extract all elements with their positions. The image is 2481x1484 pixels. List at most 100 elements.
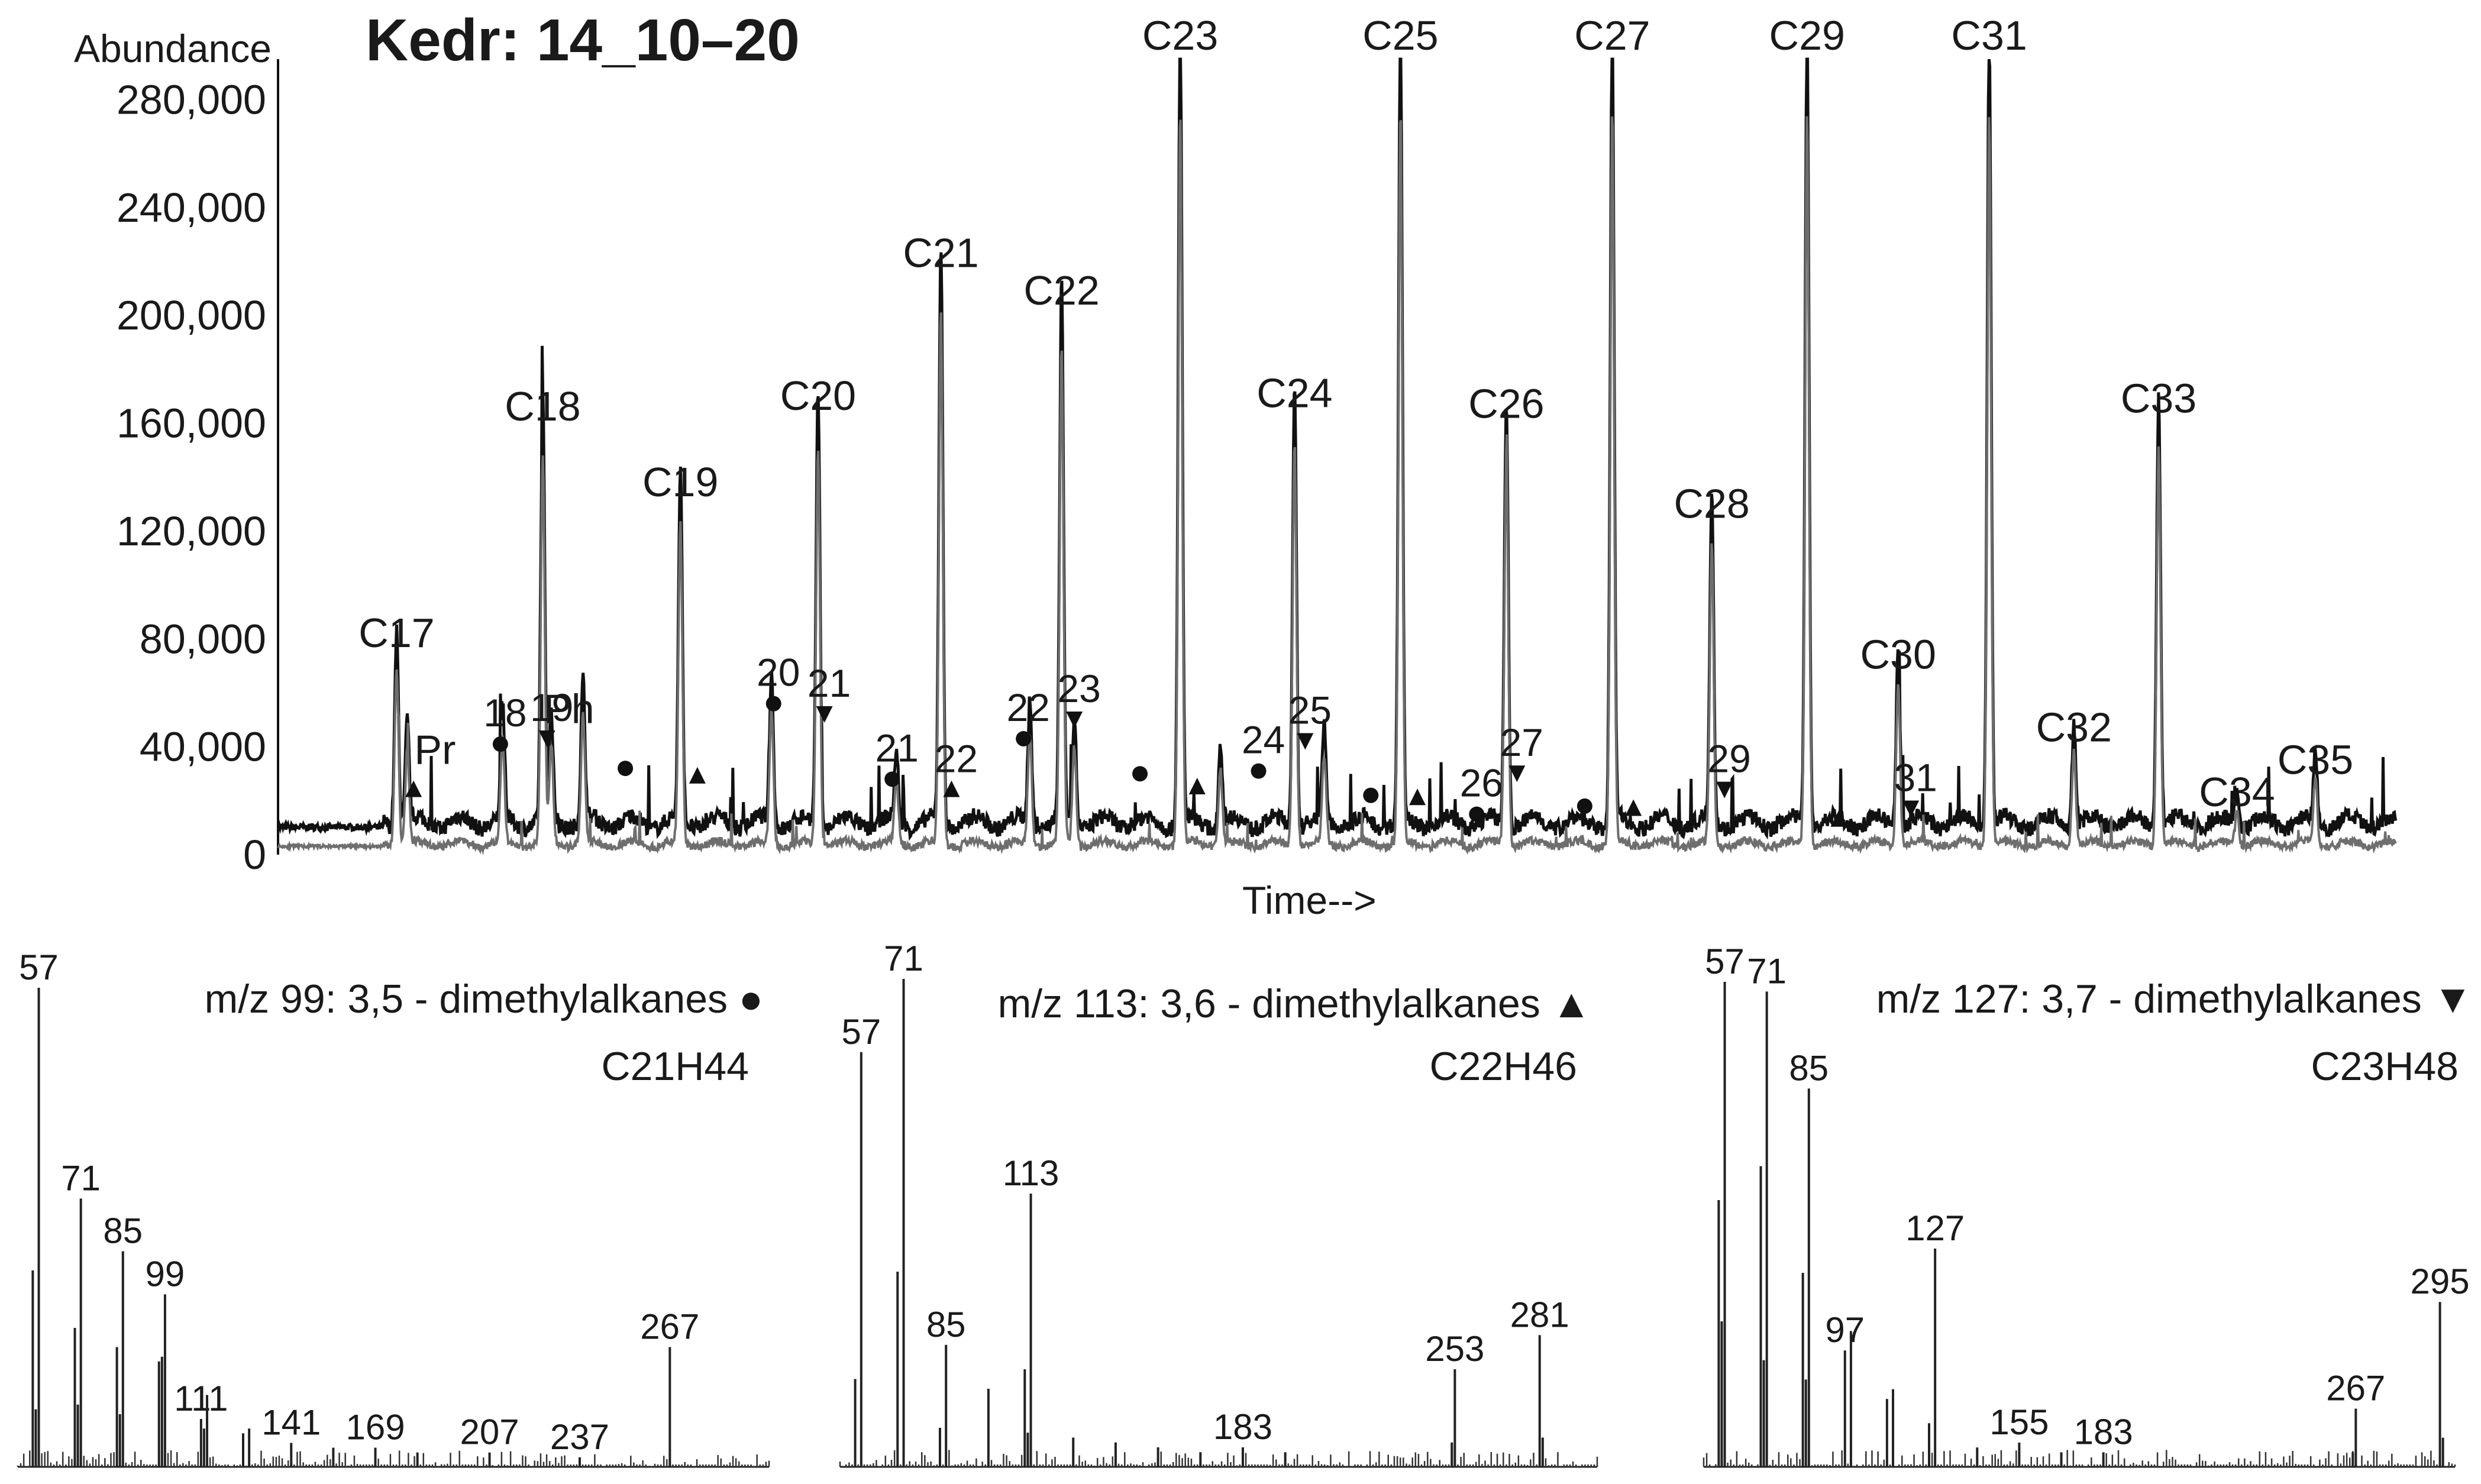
spectrum-peak-label: 253 [1425,1329,1484,1369]
marker-triangle-down [1902,800,1920,817]
peak-labels: C17 C18 C19 C20 C21 C22 C23 C24 C25 C26 C27 C28 C29 C… [358,12,2353,815]
mass-spectrum-mz99: m/z 99: 3,5 - dimethylalkanes ● C21H44 57 7… [17,948,770,1468]
peak-marker [1132,766,1148,782]
spectrum-peak-label: 295 [2411,1262,2470,1301]
peak-marker: 21 [807,661,851,723]
marker-label: 31 [1894,755,1937,799]
marker-triangle-down [1066,712,1083,729]
peak-label: C24 [1256,370,1332,416]
peak-label: Ph [544,686,595,732]
spectrum-formula: C21H44 [602,1044,750,1089]
spectrum-peak-label: 183 [2074,1412,2133,1451]
marker-label: 25 [1288,688,1332,732]
spectrum-peak-label: 71 [884,939,923,978]
marker-circle [1469,806,1485,822]
peak-marker: 22 [935,737,978,797]
spectrum-peak-label: 183 [1213,1407,1272,1447]
marker-label: 24 [1242,718,1285,762]
spectrum-title: m/z 99: 3,5 - dimethylalkanes ● [205,977,763,1021]
peak-marker [1363,787,1379,803]
peak-marker: 21 [875,726,919,787]
spectrum-peak-label: 155 [1989,1402,2049,1442]
trace-mz [277,116,2397,855]
marker-triangle-up [943,780,960,797]
peak-marker: 27 [1500,720,1543,783]
spectrum-peak-label: 141 [261,1403,321,1443]
spectrum-peak-label: 57 [841,1012,881,1052]
peak-marker [1188,778,1206,795]
y-tick-label: 0 [243,832,266,878]
peak-label: C17 [358,610,434,656]
peak-label: C22 [1023,267,1099,313]
spectrum-peak-label: 57 [1705,942,1745,981]
marker-label: 21 [807,661,851,705]
spectrum-peak-label: 71 [1747,951,1787,991]
marker-circle [618,761,634,777]
marker-label: 26 [1460,761,1503,805]
peak-label: C18 [505,383,580,429]
peak-marker [618,761,634,777]
peak-label: C32 [2036,704,2112,751]
spectrum-peak-label: 281 [1510,1295,1569,1334]
marker-triangle-up [1625,799,1642,816]
marker-label: 20 [757,651,800,694]
marker-triangle-up [1830,810,1847,827]
peak-marker: 20 [757,651,800,712]
spectrum-peak-label: 207 [460,1412,519,1452]
spectrum-peak-label: 127 [1905,1208,1965,1248]
peak-marker: 18 [483,691,527,752]
spectrum-peak-label: 267 [640,1307,699,1347]
peak-label: C20 [780,373,856,419]
marker-circle [1016,730,1032,746]
spectrum-formula: C22H46 [1430,1044,1578,1089]
peak-marker [1625,799,1642,816]
peak-label: C29 [1769,12,1845,59]
peak-marker [1830,810,1847,827]
chart-title: Kedr: 14_10–20 [366,7,800,73]
marker-triangle-down [1297,733,1314,750]
x-axis-label: Time--> [1242,878,1377,922]
marker-label: 23 [1057,667,1100,710]
marker-triangle-up [1188,778,1206,795]
y-axis: 0 40,000 80,000 120,000 160,000 200,000 240,00… [117,59,279,878]
marker-label: 27 [1500,720,1543,764]
marker-circle [492,736,508,752]
peak-label: C21 [903,229,978,276]
peak-marker: 19 [530,686,573,747]
spectrum-peak-label: 71 [61,1158,101,1198]
peak-label: C33 [2121,376,2196,422]
spectrum-title: m/z 113: 3,6 - dimethylalkanes ▲ [998,981,1591,1026]
mass-spectrum-mz127: m/z 127: 3,7 - dimethylalkanes ▼ C23H48 57… [1703,942,2473,1468]
spectrum-peak-label: 57 [19,948,59,987]
marker-label: 21 [875,726,918,770]
y-tick-label: 160,000 [117,400,266,447]
peak-label: Pr [414,727,456,773]
marker-circle [1132,766,1148,782]
trace-tic [276,57,2398,841]
peak-marker: 31 [1894,755,1937,817]
mass-spectrum-mz113: m/z 113: 3,6 - dimethylalkanes ▲ C22H46 71… [839,939,1598,1468]
peak-marker: 23 [1057,667,1101,729]
spectrum-peak-label: 85 [1789,1048,1829,1088]
marker-label: 29 [1707,737,1750,781]
peak-label: C19 [642,459,718,505]
marker-triangle-up [1409,788,1426,806]
marker-label: 22 [1006,686,1049,729]
marker-label: 22 [935,737,978,781]
marker-triangle-down [538,730,555,747]
spectrum-peak-label: 169 [345,1408,405,1447]
marker-circle [1577,798,1592,814]
peak-marker: 24 [1242,718,1285,779]
y-tick-label: 200,000 [117,292,266,338]
y-tick-label: 40,000 [140,724,266,770]
spectrum-peak-label: 85 [103,1211,143,1251]
spectrum-peak-label: 85 [926,1305,966,1344]
peak-marker [1409,788,1426,806]
peak-marker: 26 [1460,761,1503,822]
spectrum-title: m/z 127: 3,7 - dimethylalkanes ▼ [1876,977,2473,1021]
marker-triangle-down [1716,781,1733,798]
peak-label: C30 [1860,632,1936,678]
spectrum-peak-label: 237 [550,1417,609,1457]
peak-label: C35 [2278,736,2353,783]
